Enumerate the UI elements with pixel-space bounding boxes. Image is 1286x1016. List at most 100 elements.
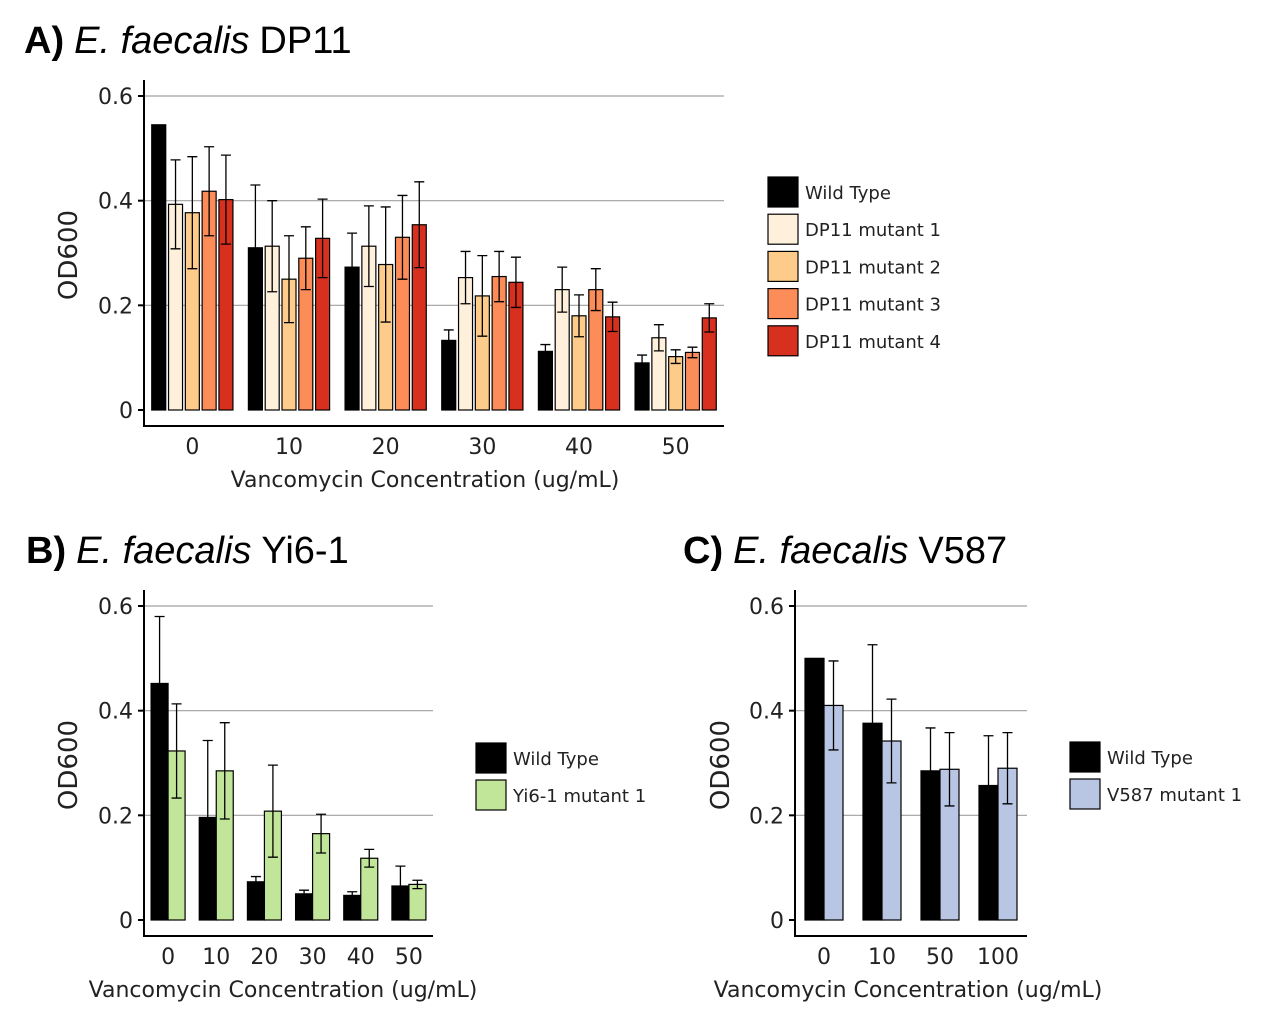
panel-b-x-axis-title: Vancomycin Concentration (ug/mL) [89,978,478,1003]
panel-b-label: B) [26,530,66,572]
panel-b-legend-swatch [475,779,507,811]
panel-a-error-bar [510,256,521,309]
panel-c-label: C) [683,530,723,572]
panel-a-error-bar [204,146,215,237]
panel-c-error-bar [983,735,994,836]
panel-a-chart: A) E. faecalis DP11 00.20.40.60 10 20 30 40 50 … [24,20,941,493]
panel-c-x-tick-label: 100 [977,945,1019,970]
panel-b-y-tick-label: 0.2 [98,804,133,829]
panel-c-y-tick-label: 0.2 [749,804,784,829]
panel-a-bar [684,351,701,411]
panel-a-error-bar [397,194,408,280]
panel-a-y-tick-label: 0.6 [98,85,133,110]
panel-b-error-bar [202,739,213,896]
panel-a-error-bar [187,156,198,270]
panel-b-error-bar [267,764,278,858]
panel-a-error-bar [443,329,454,352]
panel-a-error-bar [687,346,698,359]
panel-a-error-bar [220,154,231,245]
panel-b-chart: B) E. faecalis Yi6-1 0 0.2 0.4 0.6 0 10 20 30 40 50… [26,530,646,1003]
panel-a-axes [143,80,724,427]
panel-a-legend-label: DP11 mutant 4 [805,332,941,353]
panel-c-axes [794,590,1027,937]
panel-a-legend-label: DP11 mutant 1 [805,220,941,241]
panel-a-error-bar [380,206,391,323]
panel-a-y-tick-label: 0 [119,399,133,424]
panel-a-error-bar [637,354,648,372]
panel-c-title: C) E. faecalis V587 [683,530,1007,572]
panel-a-error-bar [590,268,601,312]
panel-b-error-bar [364,848,375,868]
panel-c-y-tick-label: 0.6 [749,595,784,620]
panel-c-error-bar [1002,731,1013,805]
panel-a-legend-swatch [767,213,799,245]
panel-b-legend: Wild Type Yi6-1 mutant 1 [475,742,646,811]
panel-c-error-bar [867,644,878,803]
panel-c-error-bar [944,731,955,807]
panel-c-error-bar [925,727,936,815]
panel-b-error-bar [395,865,406,907]
panel-b-x-tick-label: 50 [395,945,423,970]
panel-a-error-bar [574,294,584,338]
panel-c-x-tick-label: 0 [817,945,831,970]
panel-c-error-bar [886,698,897,784]
panel-a-error-bar [300,226,311,291]
panel-b-error-bar [171,703,182,799]
panel-a-error-bar [494,250,505,303]
panel-c-y-tick-label: 0.4 [749,700,784,725]
panel-a-y-tick-label: 0.2 [98,294,133,319]
panel-a-x-tick-label: 20 [372,435,400,460]
panel-a-error-bar [317,198,328,279]
panel-b-error-bar [299,889,310,899]
panel-a-bar [668,356,684,411]
panel-a-legend-swatch [767,250,799,282]
panel-a-y-axis-title: OD600 [54,210,84,300]
panel-b-error-bar [154,615,165,752]
panel-b-x-tick-label: 20 [250,945,278,970]
panel-a-bar [537,350,554,411]
panel-a-x-tick-label: 10 [275,435,303,460]
panel-b-error-bar [316,813,327,854]
panel-a-error-bar [653,324,664,352]
panel-b-x-tick-label: 10 [202,945,230,970]
panel-b-error-bar [250,875,261,888]
panel-b-species: E. faecalis [76,530,251,572]
panel-a-error-bar [170,159,181,250]
panel-b-legend-label: Yi6-1 mutant 1 [512,786,646,807]
panel-b-strain: Yi6-1 [261,530,348,572]
panel-b-y-axis-title: OD600 [54,720,84,810]
panel-a-species: E. faecalis [74,20,249,62]
panel-b-bar [408,883,427,921]
panel-c-bar [804,657,825,921]
panel-c-strain: V587 [918,530,1007,572]
panel-b-x-tick-label: 30 [299,945,327,970]
panel-a-y-tick-label: 0.4 [98,190,133,215]
panel-a-legend-swatch [767,325,799,357]
panel-a-error-bar [363,205,374,288]
panel-b-x-tick-label: 0 [161,945,175,970]
panel-a-error-bar [267,200,278,293]
panel-a-error-bar [477,254,488,337]
panel-a-x-tick-label: 0 [185,435,199,460]
panel-a-error-bar [460,250,471,305]
panel-c-legend-label: V587 mutant 1 [1107,785,1242,806]
panel-a-error-bar [557,266,568,313]
panel-b-y-tick-label: 0.6 [98,595,133,620]
panel-a-error-bar [540,343,551,359]
panel-c-error-bar [828,660,839,751]
panel-c-legend-label: Wild Type [1107,748,1193,769]
panel-c-x-tick-label: 50 [926,945,954,970]
panel-c-x-tick-label: 10 [868,945,896,970]
panel-a-bar [151,124,167,411]
panel-c-legend: Wild Type V587 mutant 1 [1069,741,1242,810]
panel-a-error-bar [670,349,681,365]
panel-b-error-bar [219,722,230,820]
panel-b-legend-swatch [475,742,507,774]
panel-a-error-bar [704,303,715,333]
panel-b-error-bar [412,879,423,890]
panel-a-error-bar [414,181,425,269]
panel-c-species: E. faecalis [733,530,908,572]
panel-a-error-bar [347,232,358,302]
panel-b-y-tick-label: 0.4 [98,700,133,725]
panel-a-legend-swatch [767,176,799,208]
